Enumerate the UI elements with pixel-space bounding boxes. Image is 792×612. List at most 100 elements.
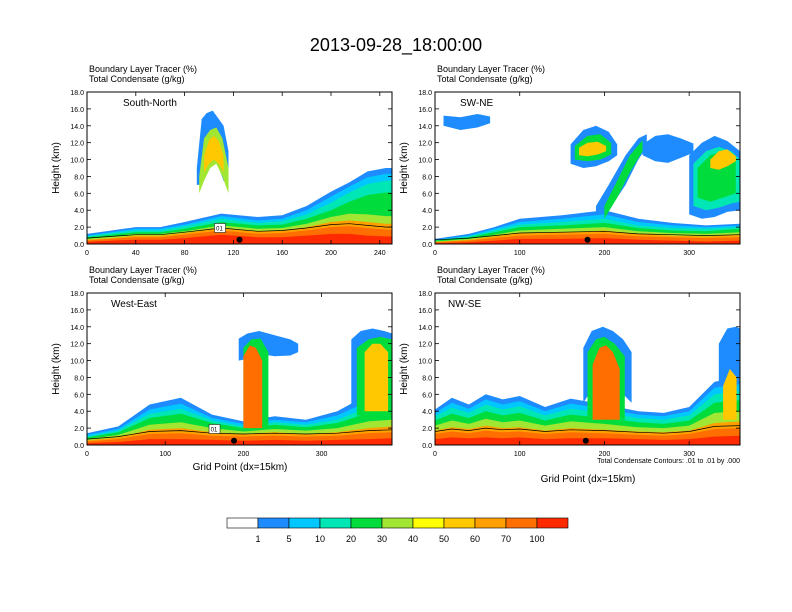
x-tick-label: 0: [433, 451, 437, 458]
y-tick-label: 10.0: [70, 359, 84, 366]
panel-heading-condensate: Total Condensate (g/kg): [437, 74, 533, 84]
legend-label: 1: [255, 534, 260, 544]
plot-area: 0.0 2.0 4.0 6.0 8.0 10.0 12.0 14.0 16.0 18.0 0 40 80…: [70, 90, 393, 257]
y-axis-label: Height (km): [399, 343, 410, 395]
y-tick-label: 2.0: [74, 225, 84, 232]
plot-frame: [434, 91, 741, 245]
legend-label: 100: [529, 534, 544, 544]
x-tick-label: 0: [85, 451, 89, 458]
shaded-region-20: [604, 140, 643, 219]
plot-area: 0.0 2.0 4.0 6.0 8.0 10.0 12.0 14.0 16.0 18.0 0 100 2…: [70, 291, 393, 458]
contour-note: Total Condensate Contours: .01 to .01 by…: [597, 458, 740, 465]
contour-label: 01: [216, 226, 223, 232]
legend-swatch: [474, 517, 507, 529]
shaded-region-30: [199, 127, 229, 194]
contour-fill-group: [87, 328, 392, 445]
x-tick-label: 100: [514, 250, 526, 257]
plot-frame: [434, 292, 741, 446]
panel-label: South-North: [123, 98, 177, 109]
y-tick-label: 2.0: [422, 426, 432, 433]
plot-area: 0.0 2.0 4.0 6.0 8.0 10.0 12.0 14.0 16.0 18.0 0 100 2…: [418, 291, 741, 458]
condensate-contour: [435, 230, 740, 241]
contour-label-box: [208, 424, 221, 434]
y-tick-label: 4.0: [422, 208, 432, 215]
y-tick-label: 12.0: [70, 141, 84, 148]
contour-label: 01: [211, 427, 218, 433]
panel-label: West-East: [111, 299, 157, 310]
x-tick-label: 120: [228, 250, 240, 257]
legend-label: 70: [501, 534, 511, 544]
y-tick-label: 6.0: [74, 191, 84, 198]
y-axis-label: Height (km): [51, 142, 62, 194]
shaded-region-100: [87, 438, 392, 445]
shaded-region-70: [243, 345, 263, 429]
x-tick-label: 200: [325, 250, 337, 257]
plot-frame: [86, 292, 393, 446]
y-tick-label: 8.0: [422, 375, 432, 382]
y-tick-label: 4.0: [74, 208, 84, 215]
legend-swatch: [536, 517, 569, 529]
x-tick-label: 80: [181, 250, 189, 257]
legend-swatch: [350, 517, 383, 529]
figure-title: 2013-09-28_18:00:00: [310, 35, 482, 56]
legend-swatch: [381, 517, 414, 529]
legend-swatch: [288, 517, 321, 529]
plot-frame: [86, 91, 393, 245]
y-tick-label: 2.0: [74, 426, 84, 433]
y-tick-label: 4.0: [74, 409, 84, 416]
y-tick-label: 0.0: [422, 242, 432, 249]
x-tick-label: 300: [683, 250, 695, 257]
y-tick-label: 16.0: [418, 107, 432, 114]
x-tick-label: 100: [514, 451, 526, 458]
panel-heading-condensate: Total Condensate (g/kg): [89, 275, 185, 285]
y-tick-label: 12.0: [418, 342, 432, 349]
shaded-region-70: [592, 345, 620, 420]
panel-west-east: Boundary Layer Tracer (%) Total Condensa…: [51, 265, 393, 473]
x-tick-label: 300: [683, 451, 695, 458]
contour-fill-group: [87, 110, 392, 244]
legend-swatch: [443, 517, 476, 529]
location-marker: [584, 236, 591, 243]
shaded-region-1: [443, 114, 491, 130]
x-axis-label: Grid Point (dx=15km): [541, 474, 636, 485]
y-tick-label: 18.0: [70, 90, 84, 97]
y-tick-label: 2.0: [422, 225, 432, 232]
legend-label: 60: [470, 534, 480, 544]
y-tick-label: 10.0: [70, 158, 84, 165]
y-tick-label: 0.0: [74, 242, 84, 249]
color-legend: 1 5 10 20 30 40 50 60 70 100: [226, 517, 569, 544]
y-tick-label: 6.0: [422, 392, 432, 399]
shaded-region-1: [642, 134, 694, 163]
legend-swatch: [257, 517, 290, 529]
y-tick-label: 6.0: [422, 191, 432, 198]
panel-label: NW-SE: [448, 299, 481, 310]
y-axis-label: Height (km): [51, 343, 62, 395]
y-tick-label: 8.0: [422, 174, 432, 181]
x-tick-label: 0: [433, 250, 437, 257]
condensate-contour: [87, 223, 392, 239]
y-tick-label: 0.0: [74, 443, 84, 450]
x-tick-label: 0: [85, 250, 89, 257]
legend-label: 20: [346, 534, 356, 544]
y-tick-label: 16.0: [70, 107, 84, 114]
contour-fill-group: [435, 326, 740, 445]
y-tick-label: 4.0: [422, 409, 432, 416]
panel-sw-ne: Boundary Layer Tracer (%) Total Condensa…: [399, 64, 741, 257]
location-marker: [231, 437, 238, 444]
y-tick-label: 10.0: [418, 158, 432, 165]
x-axis-label: Grid Point (dx=15km): [193, 462, 288, 473]
y-tick-label: 10.0: [418, 359, 432, 366]
contour-label-box: [214, 223, 226, 233]
y-tick-label: 18.0: [418, 90, 432, 97]
legend-label: 5: [286, 534, 291, 544]
x-tick-label: 200: [238, 451, 250, 458]
y-tick-label: 14.0: [418, 124, 432, 131]
panel-heading-tracer: Boundary Layer Tracer (%): [437, 64, 545, 74]
location-marker: [236, 236, 243, 243]
x-tick-label: 240: [374, 250, 386, 257]
x-tick-label: 160: [276, 250, 288, 257]
panel-nw-se: Boundary Layer Tracer (%) Total Condensa…: [399, 265, 741, 485]
condensate-contour: [435, 425, 740, 434]
shaded-region-50: [364, 343, 389, 412]
